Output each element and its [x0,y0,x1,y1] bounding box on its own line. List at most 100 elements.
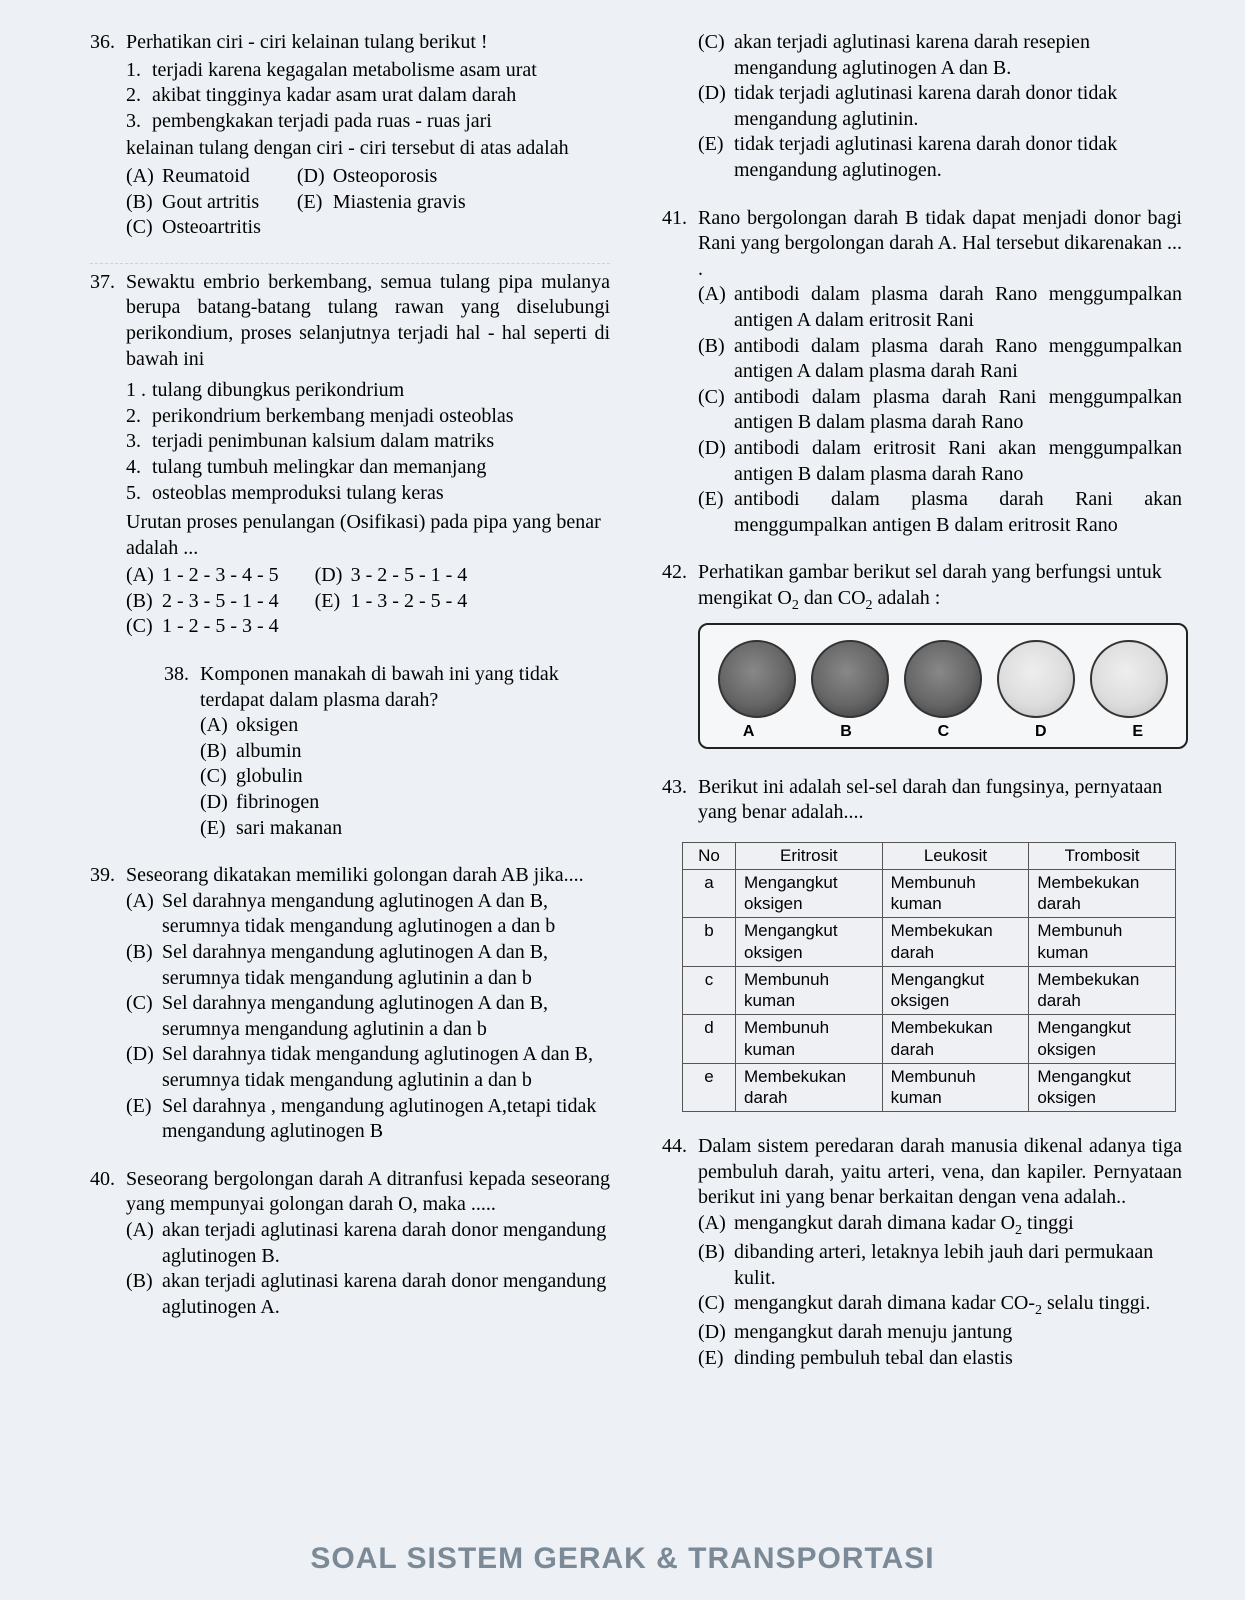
q44-opt-c-k: (C) [698,1291,734,1320]
td-e-3: Mengangkut oksigen [1029,1063,1176,1112]
td-c-3: Membekukan darah [1029,966,1176,1015]
q44-opt-d-v: mengangkut darah menuju jantung [734,1320,1182,1346]
q36-opt-d-v: Osteoporosis [333,164,466,190]
question-39: 39. Seseorang dikatakan memiliki golonga… [90,863,610,1145]
td-d-3: Mengangkut oksigen [1029,1015,1176,1064]
q37-sub3-n: 3. [126,429,152,455]
question-40: 40. Seseorang bergolongan darah A ditran… [90,1167,610,1321]
q36-opt-a-k: (A) [126,164,162,190]
td-b-3: Membunuh kuman [1029,918,1176,967]
q36-opt-c-v: Osteoartritis [162,215,261,241]
q39-opt-c-k: (C) [126,991,162,1042]
q36-sub1-t: terjadi karena kegagalan metabolisme asa… [152,58,537,84]
cell-b-icon [811,640,889,718]
q40-opt-c-v: akan terjadi aglutinasi karena darah res… [734,30,1182,81]
q40-opt-c-k: (C) [698,30,734,81]
q44-opt-d-k: (D) [698,1320,734,1346]
table-row: bMengangkut oksigenMembekukan darahMembu… [683,918,1176,967]
q36-opt-e-v: Miastenia gravis [333,190,466,216]
q36-opt-c-k: (C) [126,215,162,241]
q37-opt-c-k: (C) [126,614,162,640]
q38-opt-d-v: fibrinogen [236,790,610,816]
q38-opt-b-v: albumin [236,739,610,765]
q39-opt-d-k: (D) [126,1042,162,1093]
q43-number: 43. [662,775,698,801]
q44-opt-a-v: mengangkut darah dimana kadar O2 tinggi [734,1211,1182,1240]
q39-opt-b-k: (B) [126,940,162,991]
q41-opt-d-k: (D) [698,436,734,487]
q38-opt-b-k: (B) [200,739,236,765]
q41-opt-d-v: antibodi dalam eritrosit Rani akan mengg… [734,436,1182,487]
q40-opt-e-k: (E) [698,132,734,183]
q39-opt-a-v: Sel darahnya mengandung aglutinogen A da… [162,889,610,940]
q40-opt-a-k: (A) [126,1218,162,1269]
td-d-no: d [683,1015,736,1064]
q39-stem: Seseorang dikatakan memiliki golongan da… [126,863,610,889]
q38-opt-c-v: globulin [236,764,610,790]
q39-opt-c-v: Sel darahnya mengandung aglutinogen A da… [162,991,610,1042]
q41-number: 41. [662,206,698,232]
question-41: 41. Rano bergolongan darah B tidak dapat… [662,206,1182,539]
q44-opt-c-vb: selalu tinggi. [1042,1292,1150,1314]
two-columns: 36. Perhatikan ciri - ciri kelainan tula… [90,30,1185,1393]
q37-sub5-n: 5. [126,481,152,507]
td-a-2: Membunuh kuman [882,869,1029,918]
q37-sub3-t: terjadi penimbunan kalsium dalam matriks [152,429,494,455]
cell-label-d: D [1035,722,1047,742]
q44-opt-b-v: dibanding arteri, letaknya lebih jauh da… [734,1240,1182,1291]
q37-opt-b-v: 2 - 3 - 5 - 1 - 4 [162,589,279,615]
cell-a-icon [718,640,796,718]
blood-function-table: No Eritrosit Leukosit Trombosit aMengang… [682,842,1176,1112]
q38-opt-c-k: (C) [200,764,236,790]
q39-opt-d-v: Sel darahnya tidak mengandung aglutinoge… [162,1042,610,1093]
question-36: 36. Perhatikan ciri - ciri kelainan tula… [90,30,610,241]
cell-label-e: E [1132,722,1143,742]
q44-opt-a-vb: tinggi [1022,1212,1074,1234]
q38-opt-e-v: sari makanan [236,816,610,842]
td-e-no: e [683,1063,736,1112]
table-header-row: No Eritrosit Leukosit Trombosit [683,842,1176,869]
q37-sub4-n: 4. [126,455,152,481]
q42-stem-b: dan CO [799,587,866,609]
table-row: dMembunuh kumanMembekukan darahMengangku… [683,1015,1176,1064]
table-row: eMembekukan darahMembunuh kumanMengangku… [683,1063,1176,1112]
q37-tail: Urutan proses penulangan (Osifikasi) pad… [126,510,610,561]
q42-stem: Perhatikan gambar berikut sel darah yang… [698,560,1188,615]
q43-stem: Berikut ini adalah sel-sel darah dan fun… [698,775,1182,826]
q40-opt-d-v: tidak terjadi aglutinasi karena darah do… [734,81,1182,132]
q38-opt-a-k: (A) [200,713,236,739]
q44-opt-c-va: mengangkut darah dimana kadar CO- [734,1292,1035,1314]
q39-opt-e-v: Sel darahnya , mengandung aglutinogen A,… [162,1094,610,1145]
q36-opt-b-k: (B) [126,190,162,216]
q36-stem: Perhatikan ciri - ciri kelainan tulang b… [126,30,610,56]
cell-label-a: A [743,722,755,742]
q37-opt-d-k: (D) [315,563,351,589]
q41-opt-b-v: antibodi dalam plasma darah Rano menggum… [734,334,1182,385]
q44-opt-b-k: (B) [698,1240,734,1291]
th-trombosit: Trombosit [1029,842,1176,869]
q37-sub1-t: tulang dibungkus perikondrium [152,378,404,404]
q37-number: 37. [90,270,126,296]
q36-sub2-n: 2. [126,83,152,109]
q38-number: 38. [164,662,200,688]
cell-c-icon [904,640,982,718]
q44-opt-a-k: (A) [698,1211,734,1240]
td-e-1: Membekukan darah [736,1063,883,1112]
q39-opt-a-k: (A) [126,889,162,940]
q39-number: 39. [90,863,126,889]
q37-sub2-n: 2. [126,404,152,430]
question-37: 37. Sewaktu embrio berkembang, semua tul… [90,270,610,640]
q41-opt-e-v: antibodi dalam plasma darah Rani akan me… [734,487,1182,538]
question-44: 44. Dalam sistem peredaran darah manusia… [662,1134,1182,1371]
q44-opt-e-v: dinding pembuluh tebal dan elastis [734,1346,1182,1372]
q36-opt-a-v: Reumatoid [162,164,261,190]
q42-number: 42. [662,560,698,586]
q42-stem-c: adalah : [873,587,941,609]
q44-number: 44. [662,1134,698,1160]
q36-sub2-t: akibat tingginya kadar asam urat dalam d… [152,83,516,109]
td-a-3: Membekukan darah [1029,869,1176,918]
q37-sub1-n: 1 . [126,378,152,404]
td-c-2: Mengangkut oksigen [882,966,1029,1015]
th-no: No [683,842,736,869]
q40-opt-a-v: akan terjadi aglutinasi karena darah don… [162,1218,610,1269]
